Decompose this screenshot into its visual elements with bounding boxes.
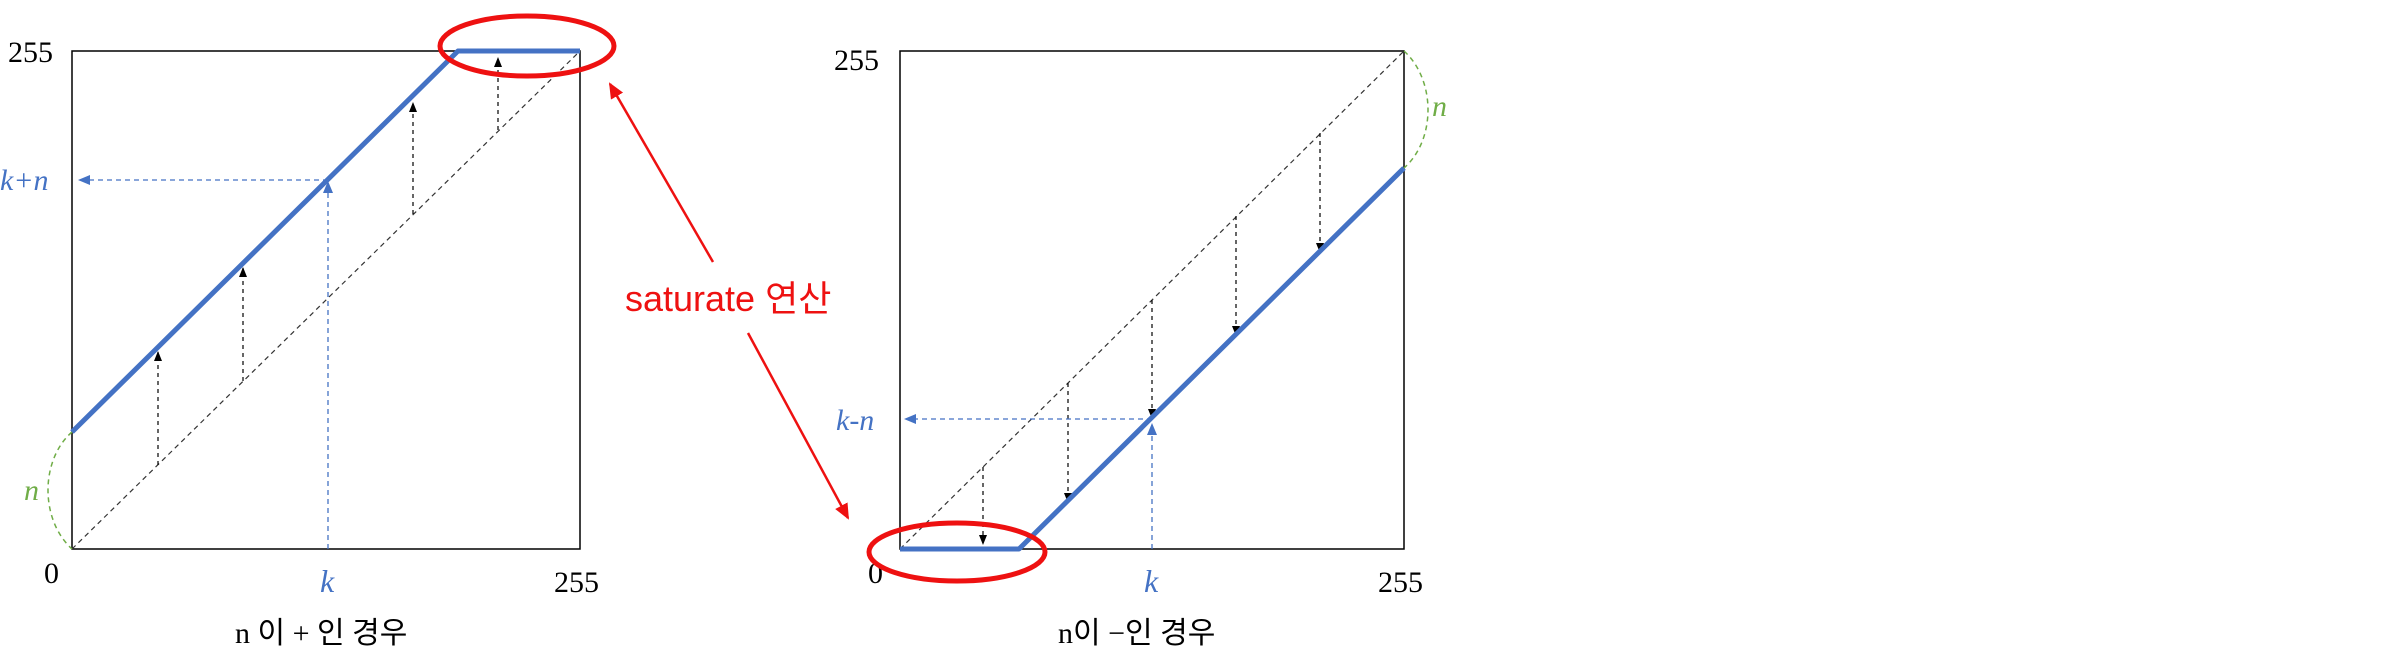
right-n-label: n <box>1432 90 1447 123</box>
right-transfer-curve <box>900 166 1406 552</box>
left-transfer-curve <box>70 48 580 434</box>
right-tick-right: 255 <box>1378 566 1423 599</box>
left-identity-diagonal <box>71 50 581 550</box>
left-caption: n 이 + 인 경우 <box>235 617 407 650</box>
right-tick-top: 255 <box>834 44 879 77</box>
right-caption: n이 −인 경우 <box>1058 617 1215 650</box>
right-k-minus-n-label: k-n <box>836 404 874 437</box>
left-tick-right: 255 <box>554 566 599 599</box>
left-plot-frame <box>71 50 581 550</box>
left-panel: 255 0 255 k k+n n n 이 + 인 경우 <box>0 36 599 650</box>
saturate-highlight-top <box>437 13 617 79</box>
left-k-label: k <box>320 563 335 599</box>
right-k-label: k <box>1144 563 1159 599</box>
saturate-pointer-arrow-bottom <box>746 332 850 520</box>
left-n-brace <box>47 431 73 550</box>
saturate-pointer-arrow-top <box>608 82 715 263</box>
saturate-annotation: saturate 연산 <box>437 13 1048 584</box>
left-n-label: n <box>24 474 39 507</box>
left-tick-top: 255 <box>8 36 53 69</box>
right-n-brace <box>1403 50 1429 169</box>
right-panel: 255 0 255 k k-n n n이 −인 경우 <box>834 44 1447 650</box>
left-k-plus-n-label: k+n <box>0 164 49 197</box>
saturate-highlight-bottom <box>866 520 1048 584</box>
left-tick-origin: 0 <box>44 557 59 590</box>
saturate-label: saturate 연산 <box>625 278 831 319</box>
